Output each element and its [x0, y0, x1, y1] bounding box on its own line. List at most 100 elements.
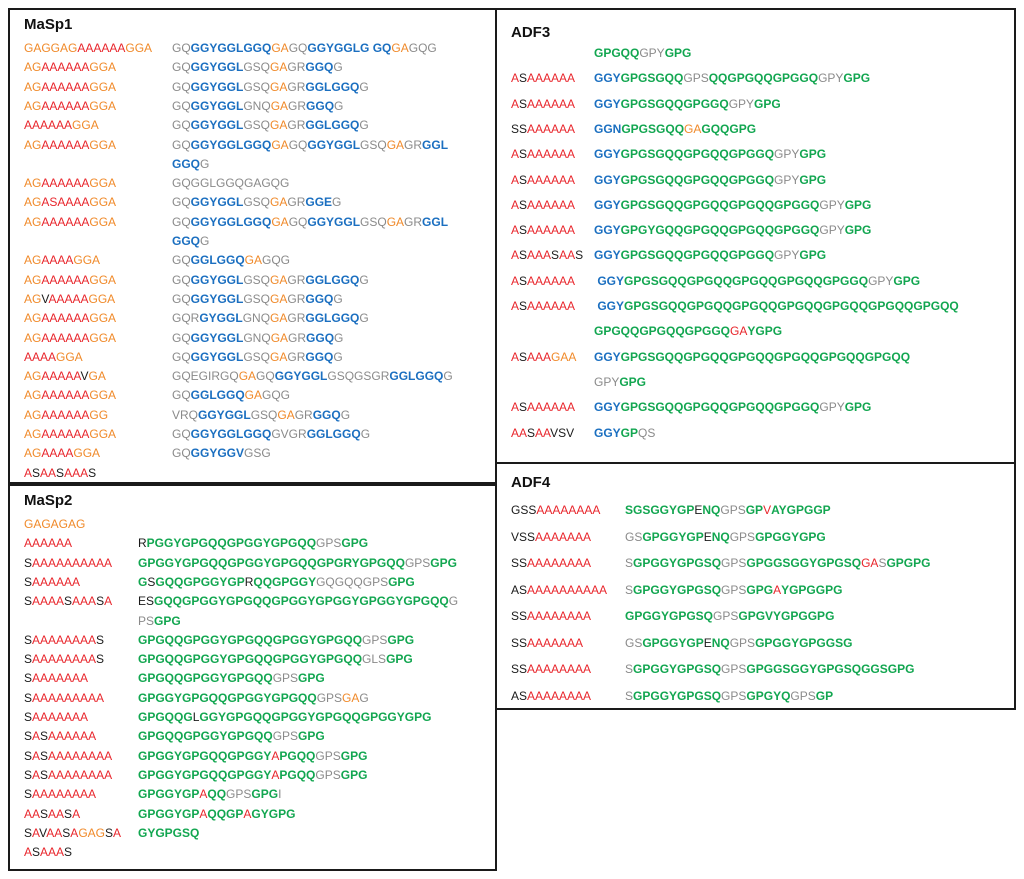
motif-segment: GQ	[172, 330, 191, 345]
poly-ala-segment: S	[575, 248, 584, 263]
poly-ala-segment: SS	[511, 662, 528, 676]
repeat-motif-sequence: GPGQQGLGGYGPGQQGPGGYGPGQQGPGGYGPG	[138, 709, 431, 725]
motif-segment: GPGPG	[886, 556, 931, 570]
poly-ala-segment: AG	[24, 291, 42, 306]
motif-segment: GR	[287, 291, 306, 306]
poly-ala-block: ASAAAAAA	[511, 399, 575, 415]
motif-segment: GPGSGQQ	[620, 71, 684, 86]
repeat-motif-sequence: RPGGYGPGQQGPGGYGPGQQGPSGPG	[138, 535, 368, 551]
poly-ala-segment: GGA	[89, 60, 117, 75]
motif-segment: G	[333, 349, 343, 364]
motif-segment: GGY	[597, 273, 625, 288]
poly-ala-segment: S	[62, 825, 71, 840]
motif-segment: GNQ	[242, 311, 271, 326]
repeat-motif-sequence: GQGGYGGLGSQGAGRGGLGGQG	[172, 272, 369, 288]
poly-ala-segment: A	[511, 147, 520, 162]
poly-ala-segment: V	[80, 369, 89, 384]
motif-segment: AYGPGGP	[771, 503, 831, 517]
motif-segment: G	[332, 195, 342, 210]
motif-segment: GPG	[844, 197, 872, 212]
poly-ala-segment: AAAA	[24, 349, 57, 364]
repeat-motif-sequence: GQGGYGGLGSQGAGRGGLGGQG	[172, 79, 369, 95]
poly-ala-block: ASAASAAAS	[24, 465, 96, 481]
motif-segment: GPY	[819, 400, 845, 415]
poly-ala-segment: S	[88, 465, 97, 480]
poly-ala-segment: SS	[511, 121, 528, 136]
poly-ala-segment: S	[519, 248, 528, 263]
poly-ala-block: AGAAAAAAGGA	[24, 330, 116, 346]
poly-ala-segment: A	[72, 806, 81, 821]
motif-segment: GPGGYGPGQQGPGGYGPGQQ	[138, 690, 317, 705]
motif-segment: S	[625, 582, 634, 597]
poly-ala-segment: S	[64, 806, 73, 821]
motif-segment: GGLGGQ	[306, 427, 361, 441]
poly-ala-segment: S	[64, 594, 73, 609]
motif-segment: GQQGPG	[701, 121, 757, 136]
motif-segment: GPGSGQQ	[621, 121, 685, 136]
poly-ala-segment: VSS	[511, 529, 536, 544]
motif-segment: GPS	[721, 688, 747, 703]
motif-segment: G	[334, 98, 344, 113]
poly-ala-block: SAAAAAAAAA	[24, 690, 104, 706]
motif-segment: GPG	[430, 555, 457, 570]
motif-segment: GGYGGL	[190, 79, 244, 94]
motif-segment: GGQ	[306, 98, 335, 113]
poly-ala-block: AGVAAAAAGGA	[24, 291, 115, 307]
poly-ala-segment: AAAAAAAA	[48, 748, 113, 763]
poly-ala-segment: S	[24, 729, 33, 744]
repeat-motif-sequence: SGPGGYGPGSQGPSGPGGSGGYGPGSQGASGPGPG	[625, 555, 930, 571]
poly-ala-segment: AAAAAA	[41, 60, 90, 75]
repeat-motif-sequence: GSGQQGPGGYGPRQQGPGGYGQGQQGPSGPG	[138, 574, 415, 590]
poly-ala-segment: S	[56, 465, 65, 480]
poly-ala-segment: S	[519, 172, 528, 187]
motif-segment: NQ	[702, 503, 721, 517]
motif-segment: G	[360, 427, 371, 441]
motif-segment: GGY	[594, 172, 621, 187]
motif-segment: GGLGGQ	[389, 369, 444, 384]
poly-ala-segment: S	[519, 147, 528, 162]
poly-ala-segment: S	[40, 729, 49, 744]
poly-ala-segment: AG	[24, 98, 42, 113]
repeat-motif-sequence: GGQG	[172, 156, 209, 172]
poly-ala-block: AGAAAAAVGA	[24, 368, 106, 384]
poly-ala-block: ASAAAAAA	[511, 197, 575, 213]
motif-segment: GS	[625, 635, 643, 650]
repeat-motif-sequence: GQGGYGGLGSQGAGRGGQG	[172, 291, 343, 307]
motif-segment: GPY	[594, 374, 620, 389]
poly-ala-segment: S	[24, 555, 33, 570]
motif-segment: GVGR	[271, 427, 307, 441]
poly-ala-block: SAAAAAAA	[24, 670, 88, 686]
poly-ala-block: GSSAAAAAAAA	[511, 502, 600, 518]
poly-ala-segment: S	[519, 96, 528, 111]
poly-ala-segment: AAAAAA	[41, 407, 90, 422]
motif-segment: GPY	[818, 71, 844, 86]
motif-segment: S	[147, 574, 156, 589]
motif-segment: A	[199, 806, 208, 821]
motif-segment: G	[200, 234, 210, 248]
adf3-title: ADF3	[511, 24, 551, 41]
poly-ala-segment: AAAAAA	[24, 536, 73, 551]
poly-ala-segment: SS	[511, 609, 528, 623]
repeat-motif-sequence: GSGPGGYGPENQGPSGPGGYGPG	[625, 529, 826, 545]
motif-segment: S	[878, 556, 887, 570]
motif-segment: GPS	[404, 555, 431, 570]
poly-ala-block: AGAAAAAAGGA	[24, 98, 116, 114]
motif-segment: GPG	[619, 374, 647, 389]
motif-segment: GPG	[251, 787, 279, 802]
poly-ala-segment: AA	[559, 248, 576, 263]
motif-segment: GGYGGLG	[307, 41, 370, 55]
poly-ala-block: SAAAASAAASA	[24, 593, 112, 609]
poly-ala-block: ASAAAAAA	[511, 273, 575, 289]
poly-ala-segment: GGA	[89, 330, 117, 345]
poly-ala-segment: V	[41, 291, 49, 306]
poly-ala-segment: A	[70, 825, 79, 840]
motif-segment: GPS	[721, 582, 747, 597]
motif-segment: GPGSGQQGPGQQGPGQQGPGGQ	[620, 400, 820, 415]
poly-ala-block: AGAAAAGGA	[24, 252, 100, 268]
poly-ala-segment: AG	[24, 214, 42, 229]
motif-segment: GA	[244, 253, 263, 268]
motif-segment: YGPG	[747, 324, 783, 339]
poly-ala-block: AGAAAAAAGGA	[24, 310, 116, 326]
motif-segment: G	[359, 311, 369, 326]
motif-segment: GR	[287, 118, 306, 133]
